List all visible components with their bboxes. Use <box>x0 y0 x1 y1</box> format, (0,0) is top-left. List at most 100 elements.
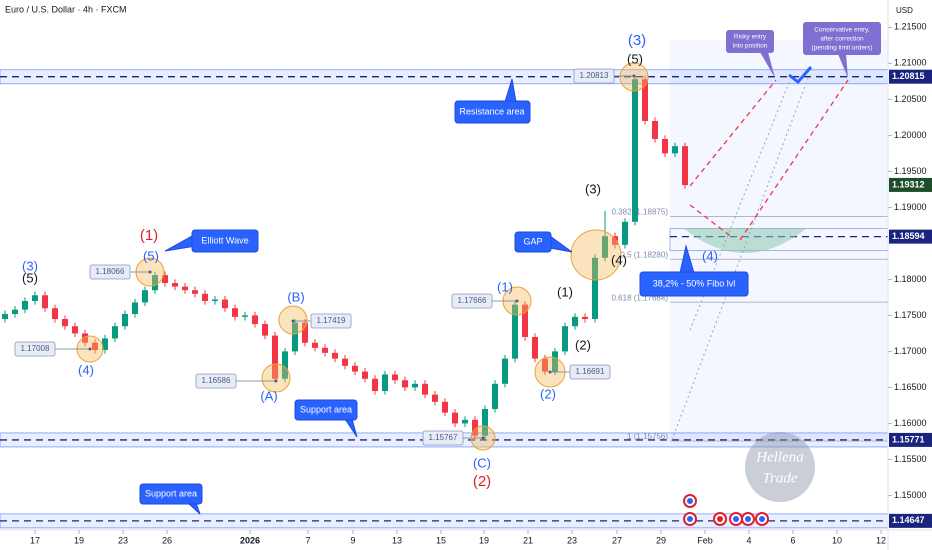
callout-text: after correction <box>820 36 864 43</box>
x-tick-label: 19 <box>74 535 84 545</box>
note-label: 1.16691 <box>576 367 605 376</box>
y-tick-label: 1.17000 <box>894 346 927 356</box>
level-label-box <box>889 69 932 84</box>
note-box <box>422 430 464 446</box>
wave-label: (4) <box>702 248 718 263</box>
note-box <box>14 341 56 357</box>
candle-body <box>582 316 588 320</box>
projection-line <box>689 79 777 187</box>
candle-body <box>422 383 428 395</box>
note-dot <box>515 299 519 303</box>
x-tick-label: 7 <box>305 535 310 545</box>
callout-text: GAP <box>523 236 542 246</box>
wave-label: (1) <box>497 279 513 294</box>
candle-body <box>242 315 248 317</box>
candle-body <box>672 146 678 154</box>
wave-circles <box>76 62 649 451</box>
wave-label: (1) <box>557 284 573 299</box>
candle-body <box>542 358 548 372</box>
wave-label: (A) <box>260 388 277 403</box>
candle-body <box>472 419 478 436</box>
x-tick-label: 12 <box>876 535 886 545</box>
callout-text: Elliott Wave <box>201 235 248 245</box>
candle-body <box>402 380 408 388</box>
level-label: 1.20815 <box>892 71 925 81</box>
wave-label: (2) <box>473 473 491 490</box>
level-label: 1.15771 <box>892 434 925 444</box>
y-tick-label: 1.18000 <box>894 274 927 284</box>
callout-text: Support area <box>300 404 352 414</box>
callout-text: into position <box>733 43 768 50</box>
y-tick-label: 1.20000 <box>894 130 927 140</box>
note-box <box>573 68 615 84</box>
candle-body <box>612 236 618 245</box>
x-tick-label: 23 <box>118 535 128 545</box>
candle-body <box>112 326 118 339</box>
candle-body <box>92 342 98 350</box>
note-label: 1.15767 <box>429 433 458 442</box>
candle-body <box>312 342 318 348</box>
callout-tail <box>760 52 775 78</box>
wave-label: (3) <box>585 181 601 196</box>
y-tick-label: 1.19000 <box>894 202 927 212</box>
candle-body <box>372 378 378 392</box>
note-label: 1.16586 <box>202 376 231 385</box>
x-tick-label: 9 <box>350 535 355 545</box>
candle-body <box>432 394 438 402</box>
wave-label: (3) <box>628 32 646 49</box>
watermark: Trade <box>762 470 797 486</box>
candle-body <box>592 257 598 320</box>
candle-body <box>212 299 218 302</box>
candle-body <box>532 337 538 359</box>
x-tick-label: 13 <box>392 535 402 545</box>
fib-label: 1 (1.15756) <box>627 432 668 441</box>
candle-body <box>382 374 388 392</box>
candle-body <box>202 293 208 302</box>
currency-label: USD <box>896 6 913 15</box>
note-box <box>89 264 131 280</box>
x-tick-label: 6 <box>790 535 795 545</box>
note-dot <box>148 270 152 274</box>
y-tick-label: 1.16500 <box>894 382 927 392</box>
x-tick-label: 4 <box>746 535 751 545</box>
note-box <box>310 313 352 329</box>
level-label-box <box>889 513 932 528</box>
candle-body <box>132 302 138 314</box>
x-tick-label: 27 <box>612 535 622 545</box>
note-label: 1.17419 <box>317 316 346 325</box>
y-tick-label: 1.20500 <box>894 94 927 104</box>
candle-body <box>102 338 108 350</box>
y-tick-label: 1.21500 <box>894 22 927 32</box>
callout-box <box>139 483 203 505</box>
note-label: 1.18066 <box>96 267 125 276</box>
candle-body <box>652 120 658 139</box>
candle-body <box>622 221 628 245</box>
candle-body <box>52 308 58 320</box>
candle-body <box>62 319 68 327</box>
candle-body <box>332 352 338 359</box>
event-icons <box>683 494 769 526</box>
note-box <box>451 293 493 309</box>
candle-body <box>392 374 398 381</box>
note-dot <box>88 347 92 351</box>
callout-box <box>294 399 358 421</box>
wave-label: (5) <box>22 270 38 285</box>
x-tick-label: 17 <box>30 535 40 545</box>
callout-text: Conservative entry, <box>814 27 870 34</box>
candle-body <box>222 299 228 309</box>
x-tick-label: Feb <box>697 535 713 545</box>
candle-body <box>162 275 168 284</box>
fib-label: 0.382 (1.18875) <box>612 208 669 217</box>
candle-body <box>562 326 568 352</box>
y-tick-label: 1.19500 <box>894 166 927 176</box>
candle-body <box>362 371 368 379</box>
candle-body <box>342 358 348 366</box>
wave-label: (5) <box>143 248 159 263</box>
candle-body <box>142 290 148 303</box>
note-dot <box>548 370 552 374</box>
note-dot <box>291 319 295 323</box>
watermark: Hellena <box>755 449 803 465</box>
y-tick-label: 1.16000 <box>894 418 927 428</box>
candle-body <box>452 412 458 424</box>
candle-body <box>552 351 558 372</box>
